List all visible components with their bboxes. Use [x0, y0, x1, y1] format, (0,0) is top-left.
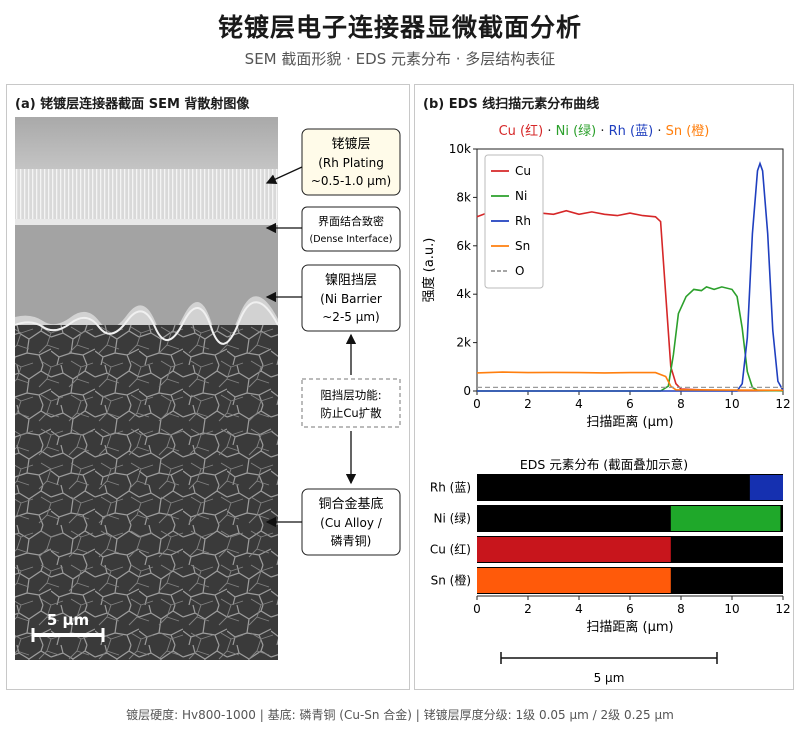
sem-panel: (a) 铑镀层连接器截面 SEM 背散射图像 [6, 84, 410, 690]
x-tick-label: 10 [724, 397, 739, 411]
legend-label-o: O [515, 264, 524, 278]
y-tick-label: 2k [456, 336, 471, 350]
caption-part-1: · [543, 124, 555, 139]
y-tick-label: 4k [456, 287, 471, 301]
legend-box [484, 154, 544, 289]
sem-figure: 5 μm 铑镀层 (Rh Plating ~0.5-1.0 μm) 界面结合致密… [14, 117, 401, 660]
x-tick-label: 8 [677, 397, 685, 411]
map-x-tick-label: 6 [626, 602, 634, 616]
callout-interface: 界面结合致密 (Dense Interface) [301, 206, 401, 252]
svg-text:(Rh Plating: (Rh Plating [318, 156, 384, 170]
legend-label-ni: Ni [515, 189, 527, 203]
svg-text:防止Cu扩散: 防止Cu扩散 [320, 406, 382, 420]
map-row-label: Sn (橙) [431, 573, 471, 588]
svg-text:铜合金基底: 铜合金基底 [318, 496, 383, 512]
svg-text:界面结合致密: 界面结合致密 [318, 214, 384, 228]
legend-label-cu: Cu [515, 164, 531, 178]
svg-text:磷青铜): 磷青铜) [331, 533, 372, 548]
map-row-label: Rh (蓝) [430, 481, 471, 495]
line-chart: 0 2 4 6 8 10 12 0 2k 4k 6k 8k 10k 扫描距离 (μm) 强度 (a.u.) C… [421, 142, 791, 430]
map-row-label: Cu (红) [430, 542, 471, 557]
page-title: 铑镀层电子连接器显微截面分析 [217, 13, 582, 42]
eds-figure: Cu (红) · Ni (绿) · Rh (蓝) · Sn (橙) EDS 元素… [421, 123, 791, 685]
svg-text:~0.5-1.0 μm): ~0.5-1.0 μm) [311, 174, 391, 188]
svg-text:阻挡层功能:: 阻挡层功能: [320, 388, 381, 402]
svg-text:(Dense Interface): (Dense Interface) [310, 234, 393, 245]
map-x-tick-label: 2 [524, 602, 532, 616]
map-x-tick-label: 8 [677, 602, 685, 616]
caption-part-3: · [596, 124, 608, 139]
y-tick-label: 8k [456, 190, 471, 204]
legend-label-rh: Rh [515, 214, 531, 228]
callout-rh-plating: 铑镀层 (Rh Plating ~0.5-1.0 μm) [301, 128, 401, 196]
caption-part-6: Sn (橙) [666, 124, 710, 139]
svg-text:镍阻挡层: 镍阻挡层 [325, 273, 377, 288]
map-scale-label: 5 μm [594, 671, 625, 685]
x-tick-label: 12 [775, 397, 790, 411]
y-axis-label: 强度 (a.u.) [421, 238, 437, 303]
y-tick-label: 0 [463, 384, 471, 398]
caption-part-4: Rh (蓝) [609, 124, 654, 139]
map-title: EDS 元素分布 (截面叠加示意) [520, 457, 688, 472]
eds-panel: (b) EDS 线扫描元素分布曲线 Cu (红) · Ni (绿) · Rh (… [414, 84, 794, 690]
map-x-tick-label: 12 [775, 602, 790, 616]
x-axis-label: 扫描距离 (μm) [586, 414, 673, 430]
sem-image [14, 117, 279, 660]
x-tick-label: 6 [626, 397, 634, 411]
svg-text:铑镀层: 铑镀层 [331, 136, 370, 152]
legend-label-sn: Sn [515, 239, 530, 253]
map-x-tick-label: 10 [724, 602, 739, 616]
callout-function: 阻挡层功能: 防止Cu扩散 [301, 378, 401, 428]
map-x-tick-label: 0 [473, 602, 481, 616]
y-tick-label: 10k [449, 142, 471, 156]
svg-text:(Cu Alloy /: (Cu Alloy / [320, 516, 383, 530]
caption-part-5: · [653, 124, 665, 139]
caption-part-0: Cu (红) [499, 123, 544, 139]
map-x-tick-label: 4 [575, 602, 583, 616]
series-line-rh [477, 161, 784, 392]
map-x-axis-label: 扫描距离 (μm) [586, 619, 673, 635]
map-row-fill [477, 568, 671, 593]
callout-cu-substrate: 铜合金基底 (Cu Alloy / 磷青铜) [301, 488, 401, 556]
footer-note: 镀层硬度: Hv800-1000 | 基底: 磷青铜 (Cu-Sn 合金) | … [126, 708, 674, 722]
scale-bar-label: 5 μm [47, 611, 89, 629]
map-row-fill [477, 537, 671, 562]
sem-panel-title: (a) 铑镀层连接器截面 SEM 背散射图像 [15, 97, 250, 112]
x-tick-label: 4 [575, 397, 583, 411]
eds-panel-title: (b) EDS 线扫描元素分布曲线 [423, 97, 600, 112]
x-tick-label: 0 [473, 397, 481, 411]
caption-part-2: Ni (绿) [556, 124, 597, 139]
eds-color-caption: Cu (红) · Ni (绿) · Rh (蓝) · Sn (橙) [499, 123, 710, 139]
map-row-fill [670, 506, 781, 531]
map-row-label: Ni (绿) [434, 511, 472, 526]
svg-text:(Ni Barrier: (Ni Barrier [320, 292, 382, 306]
element-map: Rh (蓝) Ni (绿) Cu (红) Sn (橙)0 2 4 6 8 10 12 扫描距离 (μ… [430, 474, 791, 635]
series-line-ni [477, 286, 784, 392]
page-subtitle: SEM 截面形貌 · EDS 元素分布 · 多层结构表征 [244, 50, 556, 68]
map-row-background [477, 474, 783, 501]
x-tick-label: 2 [524, 397, 532, 411]
y-tick-label: 6k [456, 239, 471, 253]
svg-text:~2-5 μm): ~2-5 μm) [322, 310, 379, 324]
map-row-fill [749, 475, 783, 500]
callout-arrow-rh [265, 166, 303, 184]
callout-ni-barrier: 镍阻挡层 (Ni Barrier ~2-5 μm) [301, 264, 401, 332]
